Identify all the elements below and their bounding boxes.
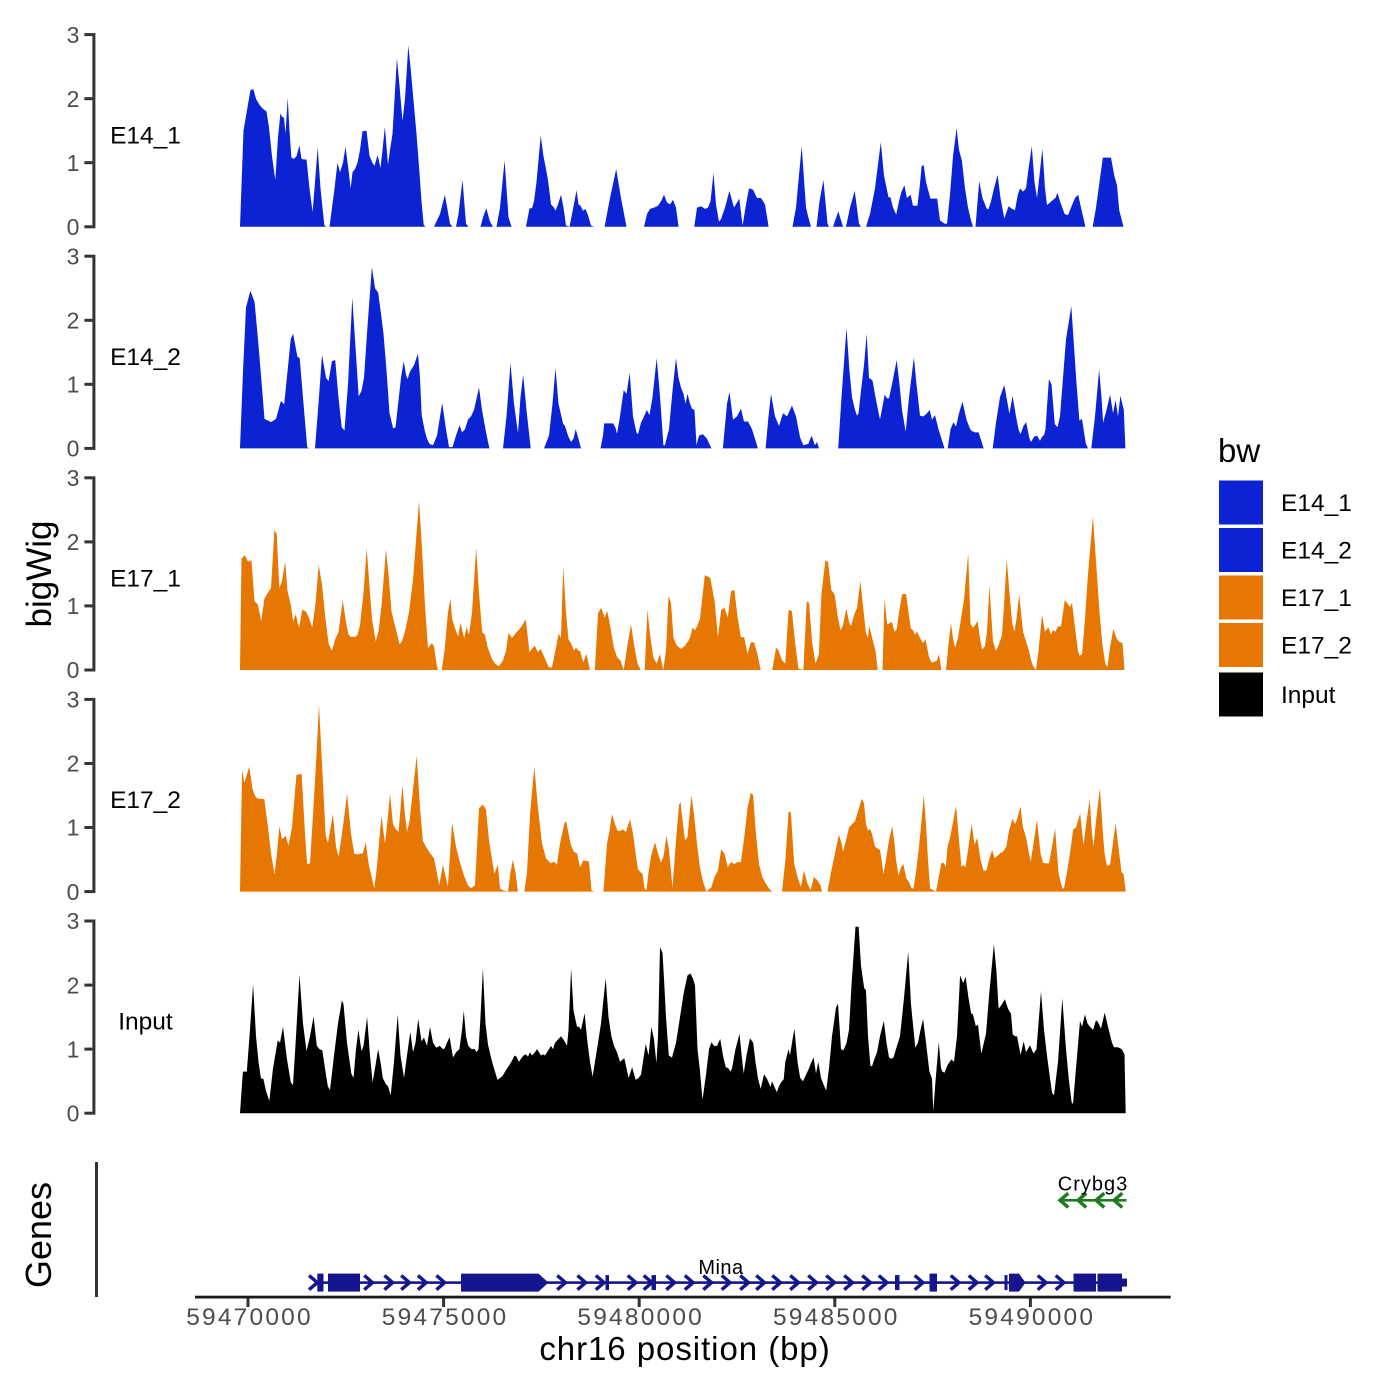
svg-text:Input: Input <box>118 1009 173 1036</box>
svg-text:2: 2 <box>67 751 80 777</box>
svg-text:bigWig: bigWig <box>20 521 59 628</box>
svg-text:3: 3 <box>67 687 80 713</box>
svg-text:0: 0 <box>67 1100 80 1126</box>
svg-text:E17_1: E17_1 <box>1281 585 1352 612</box>
svg-text:3: 3 <box>67 465 80 491</box>
svg-text:2: 2 <box>67 86 80 112</box>
svg-text:E17_2: E17_2 <box>1281 633 1352 660</box>
svg-text:0: 0 <box>67 657 80 683</box>
svg-text:59480000: 59480000 <box>577 1304 704 1331</box>
svg-text:E17_2: E17_2 <box>110 787 181 814</box>
svg-text:2: 2 <box>67 972 80 998</box>
svg-text:bw: bw <box>1218 432 1260 469</box>
svg-text:E14_2: E14_2 <box>110 344 181 371</box>
svg-text:0: 0 <box>67 436 80 462</box>
svg-text:0: 0 <box>67 879 80 905</box>
svg-text:E14_2: E14_2 <box>1281 538 1352 565</box>
svg-text:E14_1: E14_1 <box>1281 490 1352 517</box>
svg-text:3: 3 <box>67 243 80 269</box>
svg-text:Mina: Mina <box>698 1257 744 1279</box>
svg-text:3: 3 <box>67 908 80 934</box>
svg-text:1: 1 <box>67 372 80 398</box>
svg-text:59470000: 59470000 <box>186 1304 313 1331</box>
svg-text:Crybg3: Crybg3 <box>1058 1174 1128 1196</box>
svg-text:chr16 position (bp): chr16 position (bp) <box>539 1330 830 1367</box>
svg-text:Genes: Genes <box>18 1182 59 1288</box>
svg-text:E17_1: E17_1 <box>110 566 181 593</box>
svg-text:E14_1: E14_1 <box>110 122 181 149</box>
svg-text:1: 1 <box>67 815 80 841</box>
svg-text:59490000: 59490000 <box>969 1304 1096 1331</box>
svg-text:59475000: 59475000 <box>382 1304 509 1331</box>
svg-text:2: 2 <box>67 529 80 555</box>
svg-text:2: 2 <box>67 308 80 334</box>
svg-text:1: 1 <box>67 150 80 176</box>
svg-text:59485000: 59485000 <box>773 1304 900 1331</box>
svg-text:1: 1 <box>67 593 80 619</box>
svg-text:1: 1 <box>67 1036 80 1062</box>
svg-text:Input: Input <box>1281 682 1336 709</box>
svg-text:3: 3 <box>67 22 80 48</box>
svg-text:0: 0 <box>67 214 80 240</box>
